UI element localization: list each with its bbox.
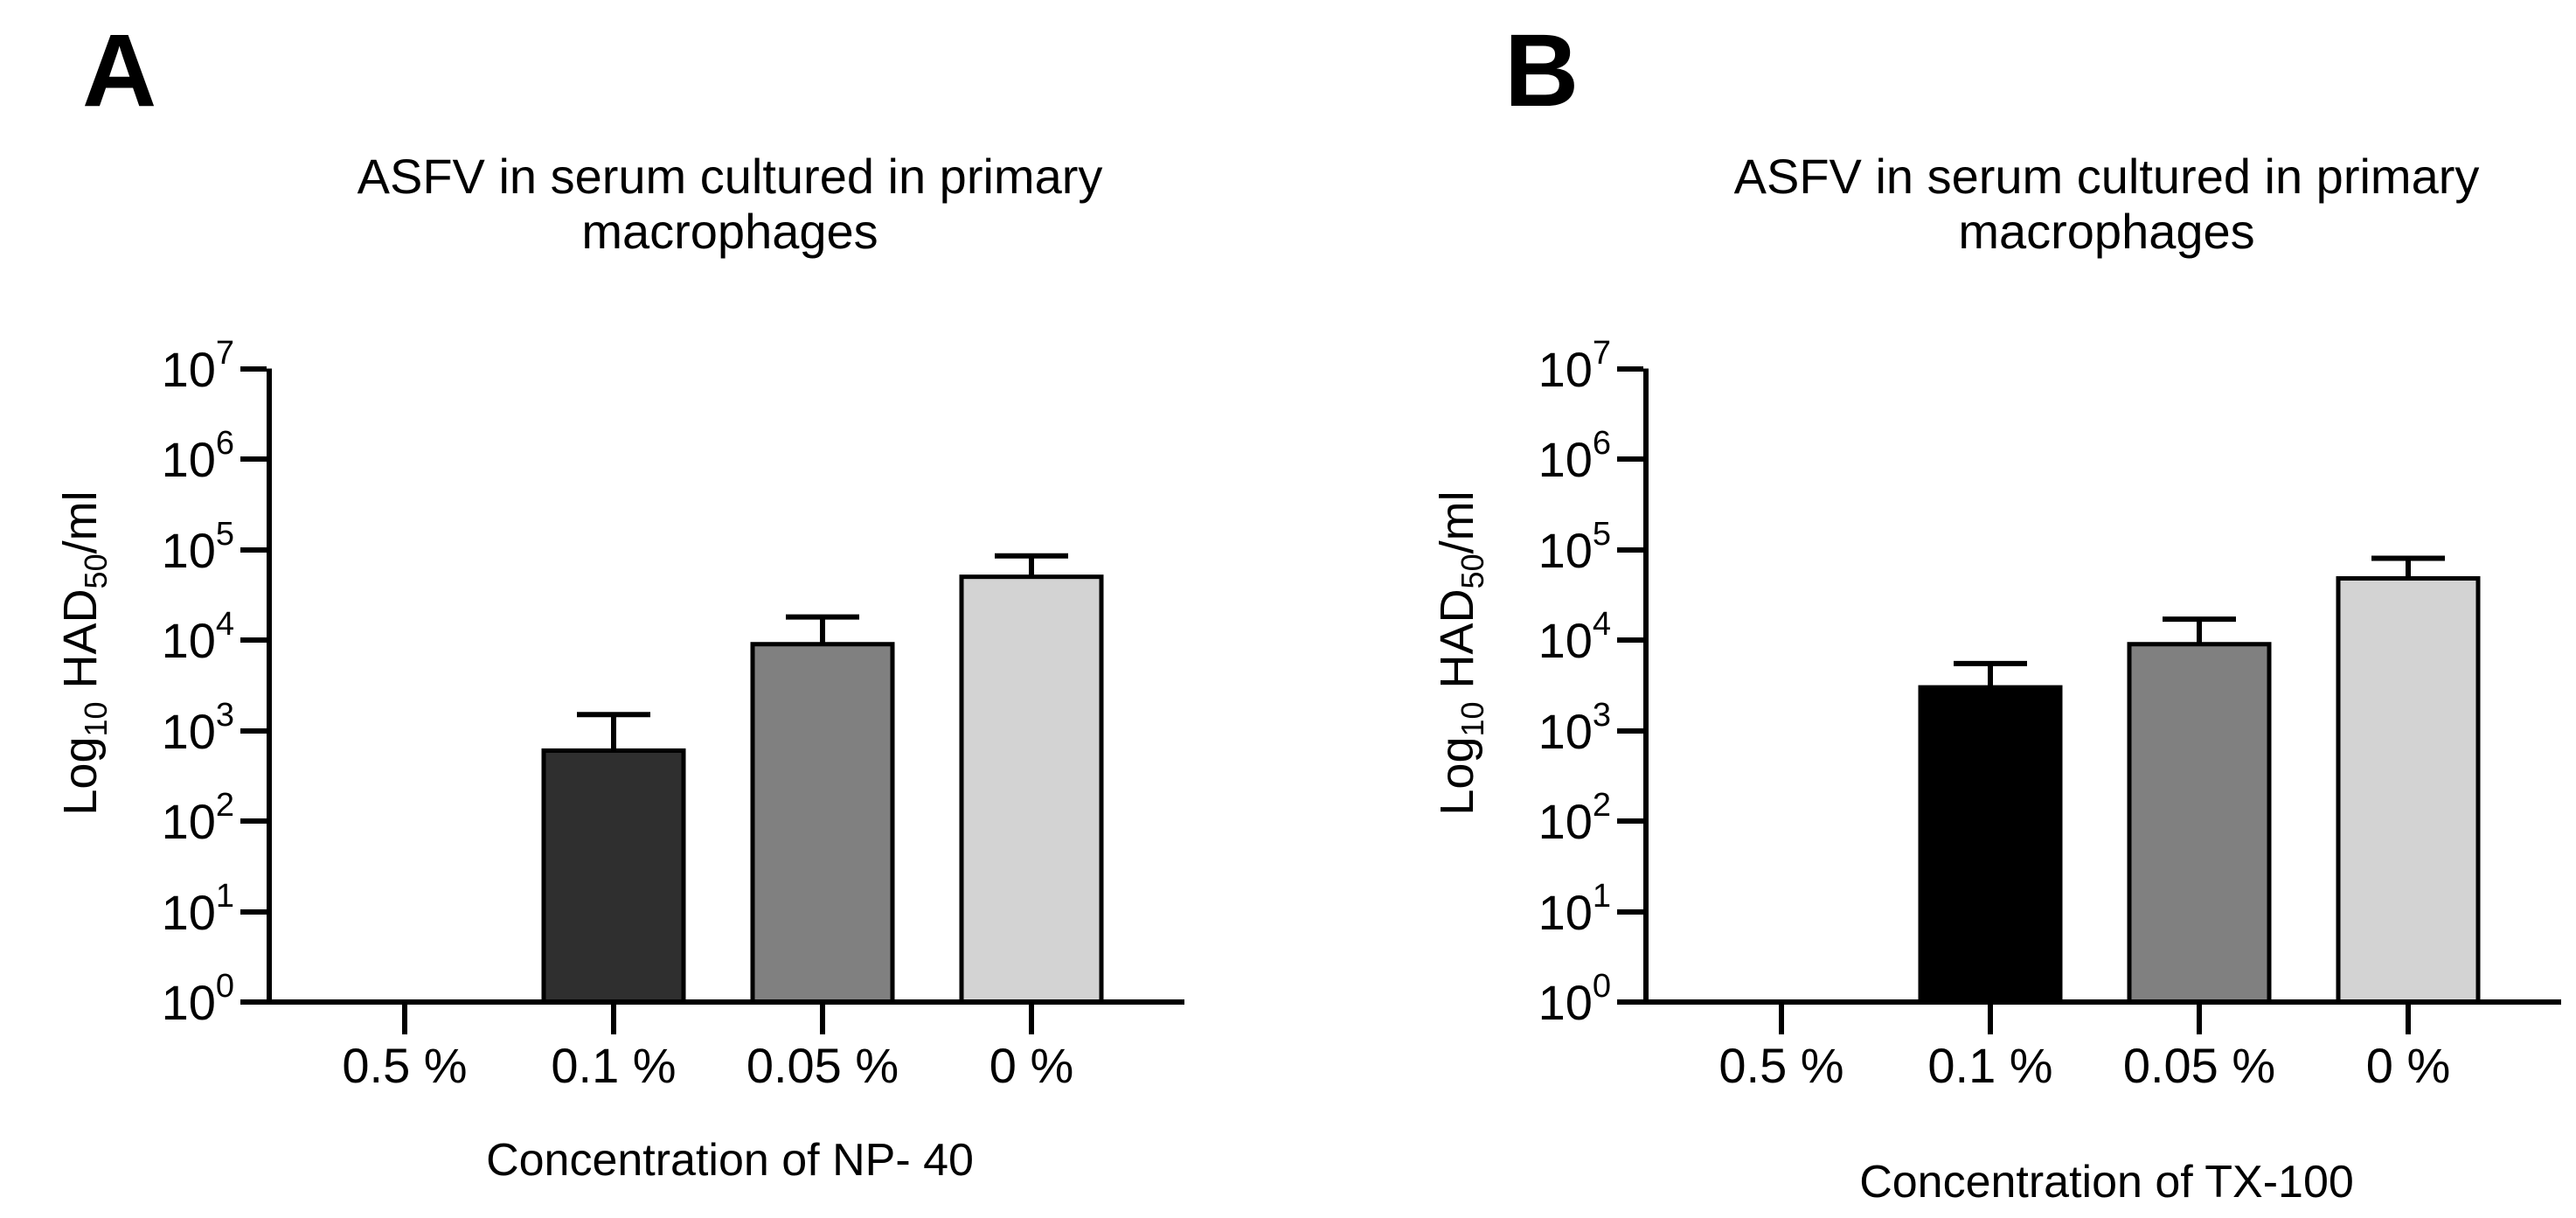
y-tick-label-10e4: 104 [162, 606, 234, 668]
x-tick-label-0.5 %: 0.5 % [342, 1038, 467, 1093]
bar-0 % [959, 574, 1104, 1005]
x-tick-label-0 %: 0 % [989, 1038, 1074, 1093]
x-tick-label-0.5 %: 0.5 % [1718, 1038, 1843, 1093]
chart-title-B: ASFV in serum cultured in primary macrop… [1626, 149, 2576, 259]
bar-0.1 % [541, 748, 686, 1005]
chart-title-A-line2: macrophages [581, 204, 878, 259]
y-tick-label-10e7: 107 [162, 335, 234, 397]
y-tick-label-10e2: 102 [1538, 787, 1611, 849]
bar-chart-B: 100 101 102 103 104 105 106 107 0.5 % 0.1 % 0.05 %… [1538, 335, 2561, 1093]
panel-B-label: B [1504, 13, 1580, 129]
y-tick-label-10e6: 106 [162, 425, 234, 487]
panel-B: B ASFV in serum cultured in primary macr… [1377, 0, 2576, 1218]
y-tick-label-10e6: 106 [1538, 425, 1611, 487]
bar-0.05 % [2127, 642, 2272, 1005]
chart-title-B-line1: ASFV in serum cultured in primary [1733, 149, 2480, 204]
y-tick-label-10e7: 107 [1538, 335, 1611, 397]
y-tick-label-10e5: 105 [162, 516, 234, 578]
y-tick-label-10e3: 103 [162, 697, 234, 759]
y-tick-label-10e1: 101 [162, 878, 234, 940]
y-tick-label-10e4: 104 [1538, 606, 1611, 668]
y-tick-label-10e0: 100 [1538, 968, 1611, 1030]
panel-A: A ASFV in serum cultured in primary macr… [54, 13, 1211, 1186]
y-tick-label-10e2: 102 [162, 787, 234, 849]
bar-0 % [2336, 575, 2481, 1005]
x-tick-label-0.05 %: 0.05 % [2123, 1038, 2275, 1093]
x-axis-title-B: Concentration of TX-100 [1859, 1157, 2354, 1208]
x-tick-label-0 %: 0 % [2366, 1038, 2451, 1093]
y-tick-label-10e1: 101 [1538, 878, 1611, 940]
panel-A-label: A [82, 13, 157, 129]
chart-title-B-line2: macrophages [1958, 204, 2255, 259]
bar-0.1 % [1918, 685, 2063, 1005]
y-tick-label-10e3: 103 [1538, 697, 1611, 759]
x-tick-label-0.05 %: 0.05 % [746, 1038, 899, 1093]
x-tick-label-0.1 %: 0.1 % [551, 1038, 676, 1093]
y-tick-label-10e5: 105 [1538, 516, 1611, 578]
bar-chart-A: 100 101 102 103 104 105 106 107 0.5 % 0.1 % 0.05 %… [162, 335, 1184, 1093]
y-tick-label-10e0: 100 [162, 968, 234, 1030]
bar-0.05 % [750, 642, 895, 1005]
x-tick-label-0.1 %: 0.1 % [1927, 1038, 2052, 1093]
chart-title-A: ASFV in serum cultured in primary macrop… [249, 149, 1211, 259]
chart-title-A-line1: ASFV in serum cultured in primary [357, 149, 1103, 204]
x-axis-title-A: Concentration of NP- 40 [486, 1135, 974, 1186]
